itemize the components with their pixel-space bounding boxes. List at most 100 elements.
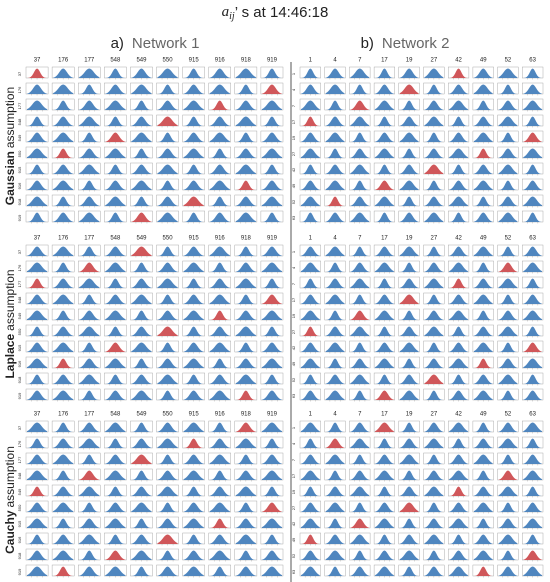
histogram-cell: [349, 178, 371, 192]
histogram-cell: [182, 452, 205, 466]
histogram-cell: [349, 146, 371, 160]
histogram: [183, 502, 204, 512]
histogram-cell: [497, 372, 519, 386]
histogram-cell: [77, 244, 101, 258]
histogram: [79, 390, 100, 400]
histogram-cell: [299, 130, 321, 144]
histogram: [301, 342, 320, 352]
histogram: [424, 294, 444, 304]
histogram: [498, 422, 518, 432]
histogram: [183, 470, 204, 480]
row-label: 17: [291, 473, 296, 478]
histogram: [53, 422, 74, 432]
histogram: [350, 68, 370, 78]
histogram-cell: [373, 356, 396, 370]
histogram-cell: [522, 372, 544, 386]
histogram: [449, 196, 468, 206]
histogram-cell: [472, 114, 494, 128]
histogram: [498, 262, 518, 272]
histogram: [27, 550, 48, 560]
histogram: [473, 358, 493, 368]
histogram-cell: [472, 436, 494, 450]
histogram-cell: [104, 276, 127, 290]
title-subscript: ij: [229, 11, 235, 22]
histogram-cell: [448, 436, 470, 450]
histogram-cell: [260, 98, 284, 112]
histogram-cell: [497, 178, 519, 192]
histogram: [183, 180, 204, 190]
histogram: [79, 374, 100, 384]
column-label: 4: [333, 412, 337, 418]
histogram-cell: [130, 516, 153, 530]
histogram: [498, 116, 518, 126]
histogram: [79, 132, 100, 142]
histogram: [157, 518, 178, 528]
histogram: [449, 566, 468, 576]
histogram-cell: [51, 468, 75, 482]
histogram-cell: [349, 516, 371, 530]
histogram: [27, 390, 48, 400]
histogram: [473, 310, 493, 320]
histogram: [183, 278, 204, 288]
histogram: [375, 470, 394, 480]
histogram-cell: [522, 82, 544, 96]
row-label: 7: [291, 282, 296, 285]
histogram-cell: [182, 500, 205, 514]
histogram: [449, 374, 468, 384]
histogram: [375, 518, 394, 528]
histogram-cell: [260, 308, 284, 322]
histogram-cell: [25, 292, 49, 306]
histogram-cell: [299, 146, 321, 160]
histogram: [157, 212, 178, 222]
column-label: 42: [455, 412, 462, 418]
histogram: [261, 310, 282, 320]
histogram-cell: [472, 452, 494, 466]
histogram-cell: [130, 548, 153, 562]
histogram: [325, 342, 345, 352]
histogram: [399, 116, 419, 126]
histogram-cell: [25, 500, 49, 514]
row-label: 916: [17, 360, 22, 367]
histogram-cell: [182, 548, 205, 562]
histogram: [523, 454, 542, 464]
histogram-cell: [130, 130, 153, 144]
histogram-cell: [349, 244, 371, 258]
histogram-cell: [497, 484, 519, 498]
histogram-cell: [423, 388, 445, 402]
histogram: [325, 550, 345, 560]
histogram: [301, 454, 320, 464]
histogram: [301, 502, 320, 512]
histogram-cell: [208, 388, 231, 402]
histogram-cell: [349, 548, 371, 562]
column-label: 549: [136, 412, 147, 418]
histogram-cell: [373, 468, 396, 482]
histogram-cell: [51, 210, 75, 224]
histogram-cell: [472, 324, 494, 338]
histogram: [79, 116, 100, 126]
histogram: [473, 342, 493, 352]
histogram: [523, 534, 542, 544]
histogram-cell: [208, 130, 231, 144]
histogram: [424, 310, 444, 320]
histogram-cell: [398, 324, 420, 338]
histogram: [350, 196, 370, 206]
histogram: [523, 486, 542, 496]
histogram-cell: [182, 356, 205, 370]
histogram: [473, 454, 493, 464]
histogram-cell: [373, 532, 396, 546]
histogram: [375, 550, 394, 560]
histogram-cell: [299, 516, 321, 530]
histogram: [53, 116, 74, 126]
histogram: [183, 212, 204, 222]
histogram-cell: [130, 114, 153, 128]
histogram-cell: [522, 356, 544, 370]
row-label: 918: [17, 198, 22, 205]
histogram: [301, 390, 320, 400]
histogram: [235, 342, 256, 352]
histogram: [105, 212, 126, 222]
histogram: [424, 132, 444, 142]
histogram: [183, 326, 204, 336]
histogram: [261, 132, 282, 142]
histogram: [131, 470, 152, 480]
histogram-cell: [130, 162, 153, 176]
